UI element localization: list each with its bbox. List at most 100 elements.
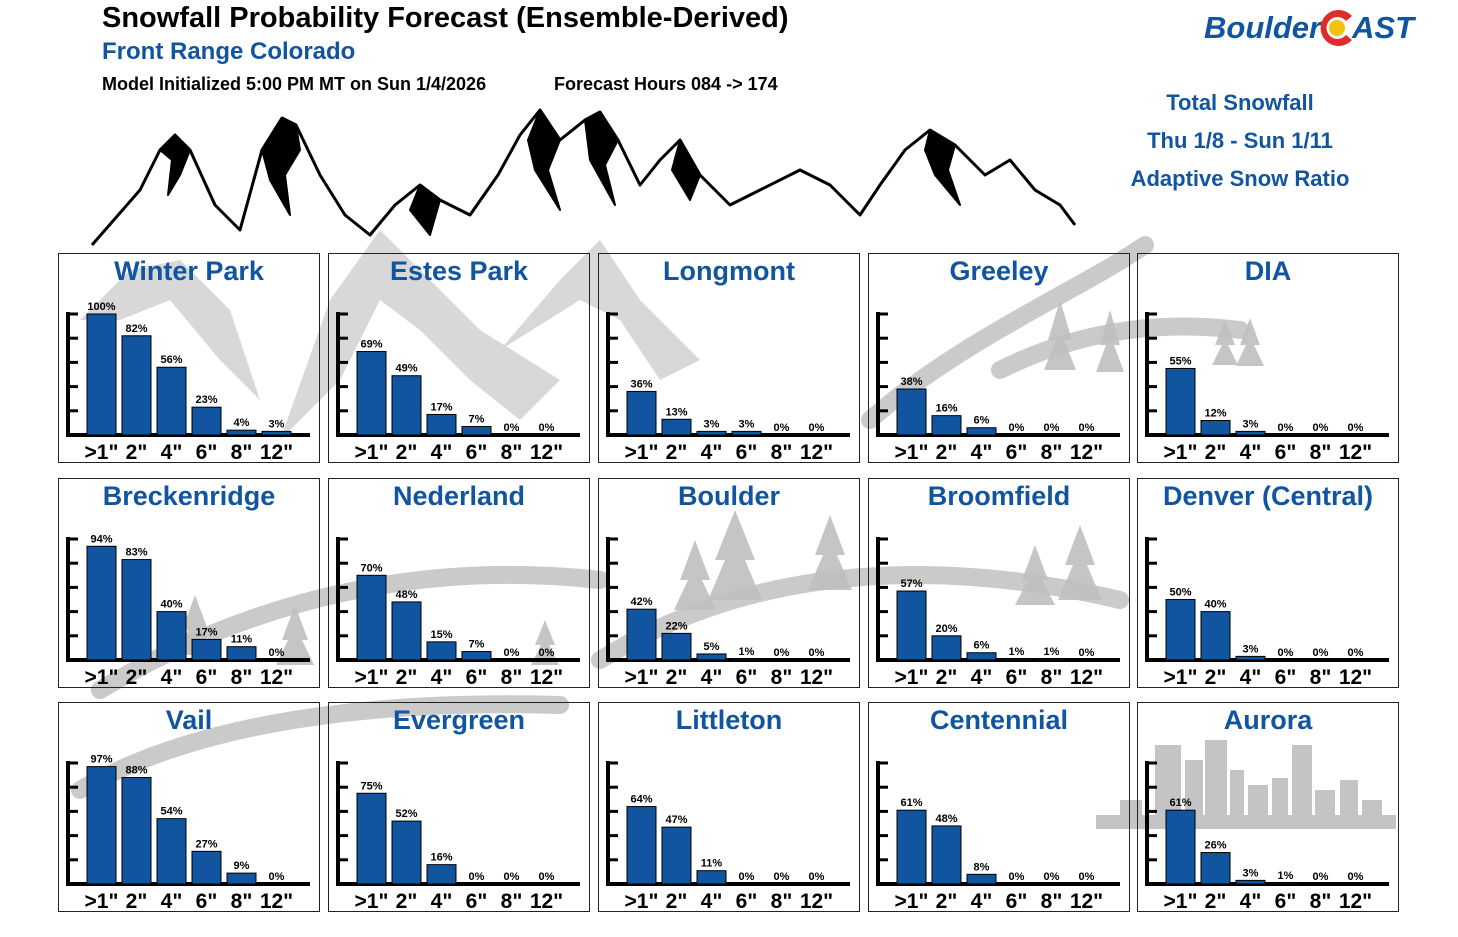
bar-chart-winter-park: 100% >1" 82% 2" 56% 4" 23% 6" 4% 8" 3% 12" <box>66 301 310 464</box>
x-tick-label: 4" <box>701 666 723 689</box>
bar-chart-longmont: 36% >1" 13% 2" 3% 4" 3% 6" 0% 8" 0% 12" <box>606 312 850 464</box>
bar-value-label: 17% <box>430 401 452 413</box>
bar-value-label: 42% <box>630 596 652 608</box>
x-tick-label: 6" <box>1275 890 1297 913</box>
x-tick-label: 2" <box>936 441 958 464</box>
bar-value-label: 22% <box>665 620 687 632</box>
x-tick-label: >1" <box>1164 666 1198 689</box>
bar-value-label: 7% <box>469 639 485 651</box>
forecast-panel-littleton: 64% >1" 47% 2" 11% 4" 0% 6" 0% 8" 0% 12" Littleton <box>598 702 860 913</box>
bar-value-label: 40% <box>160 599 182 611</box>
colorado-c-logo-icon <box>1320 10 1352 47</box>
forecast-panel-dia: 55% >1" 12% 2" 3% 4" 0% 6" 0% 8" 0% 12" DIA <box>1137 253 1399 464</box>
x-tick-label: 8" <box>231 441 253 464</box>
bar-value-label: 48% <box>935 813 957 825</box>
bar-value-label: 100% <box>87 301 115 313</box>
x-tick-label: 8" <box>501 441 523 464</box>
x-tick-label: >1" <box>355 890 389 913</box>
bar-value-label: 0% <box>1079 422 1095 434</box>
bar <box>1165 367 1196 436</box>
bar <box>1235 879 1266 885</box>
x-tick-label: 12" <box>1070 666 1103 689</box>
bar-value-label: 56% <box>160 354 182 366</box>
x-tick-label: 6" <box>736 890 758 913</box>
bar-value-label: 0% <box>469 871 485 883</box>
x-tick-label: 2" <box>936 666 958 689</box>
bar-value-label: 0% <box>504 871 520 883</box>
date-range-label: Thu 1/8 - Sun 1/11 <box>1147 128 1333 153</box>
bar-value-label: 0% <box>1313 647 1329 659</box>
bar-value-label: 1% <box>1044 646 1060 658</box>
x-tick-label: 8" <box>231 666 253 689</box>
bar-chart-estes-park: 69% >1" 49% 2" 17% 4" 7% 6" 0% 8" 0% 12" <box>336 312 580 464</box>
panel-title: Nederland <box>392 481 526 511</box>
forecast-panel-broomfield: 57% >1" 20% 2" 6% 4" 1% 6" 1% 8" 0% 12" Broomfield <box>868 478 1130 689</box>
x-tick-label: >1" <box>895 666 929 689</box>
bar <box>1200 611 1231 661</box>
x-tick-label: >1" <box>895 890 929 913</box>
x-tick-label: 4" <box>701 441 723 464</box>
bar <box>1235 430 1266 436</box>
bar-value-label: 0% <box>1044 871 1060 883</box>
bar-value-label: 20% <box>935 623 957 635</box>
x-tick-label: >1" <box>1164 441 1198 464</box>
bar <box>1001 658 1032 661</box>
x-tick-label: 12" <box>530 890 563 913</box>
bar <box>661 418 692 436</box>
x-tick-label: 2" <box>126 666 148 689</box>
bar-chart-broomfield: 57% >1" 20% 2" 6% 4" 1% 6" 1% 8" 0% 12" <box>876 537 1120 689</box>
bouldercast-logo: Boulder AST <box>1204 4 1424 54</box>
bar <box>121 559 152 661</box>
x-tick-label: 6" <box>196 890 218 913</box>
bar <box>626 806 657 885</box>
bar-value-label: 40% <box>1204 599 1226 611</box>
bar-value-label: 0% <box>1079 647 1095 659</box>
x-tick-label: 6" <box>466 666 488 689</box>
bar <box>731 658 762 661</box>
panel-title: Denver (Central) <box>1162 481 1374 511</box>
bar-value-label: 52% <box>395 808 417 820</box>
bar <box>931 415 962 436</box>
bar-value-label: 55% <box>1169 355 1191 367</box>
bar <box>86 766 117 885</box>
bar-value-label: 16% <box>935 403 957 415</box>
x-tick-label: 8" <box>1041 890 1063 913</box>
bar <box>226 646 257 661</box>
bar-value-label: 3% <box>1243 867 1259 879</box>
x-tick-label: 2" <box>936 890 958 913</box>
bar <box>356 574 387 661</box>
bar-chart-aurora: 61% >1" 26% 2" 3% 4" 1% 6" 0% 8" 0% 12" <box>1145 761 1389 913</box>
forecast-panel-vail: 97% >1" 88% 2" 54% 4" 27% 6" 9% 8" 0% 12" Vail <box>58 702 320 913</box>
x-tick-label: 6" <box>736 441 758 464</box>
bar-value-label: 0% <box>1313 422 1329 434</box>
bar <box>191 850 222 885</box>
bar <box>696 653 727 661</box>
gray-mountain-overlay <box>80 230 700 440</box>
x-tick-label: >1" <box>85 666 119 689</box>
bar <box>731 430 762 436</box>
bar-value-label: 0% <box>1348 871 1364 883</box>
forecast-panel-nederland: 70% >1" 48% 2" 15% 4" 7% 6" 0% 8" 0% 12" Nederland <box>328 478 590 689</box>
bar-value-label: 1% <box>1278 870 1294 882</box>
panel-title: Vail <box>165 705 213 735</box>
city-skyline-illustration <box>1096 740 1396 829</box>
bar-value-label: 0% <box>539 422 555 434</box>
bar <box>191 406 222 436</box>
x-tick-label: 2" <box>396 890 418 913</box>
x-tick-label: 8" <box>771 890 793 913</box>
forecast-panel-evergreen: 75% >1" 52% 2" 16% 4" 0% 6" 0% 8" 0% 12" Evergreen <box>328 702 590 913</box>
bar <box>121 777 152 885</box>
bar-value-label: 7% <box>469 414 485 426</box>
bar <box>356 792 387 885</box>
x-tick-label: 2" <box>666 890 688 913</box>
bar-value-label: 27% <box>195 838 217 850</box>
panel-title: Longmont <box>663 256 795 286</box>
bar <box>931 635 962 661</box>
page-title: Snowfall Probability Forecast (Ensemble-… <box>102 2 789 34</box>
bar <box>1200 419 1231 436</box>
bar <box>226 429 257 436</box>
bar-value-label: 97% <box>90 754 112 766</box>
x-tick-label: 4" <box>161 441 183 464</box>
bar-value-label: 0% <box>539 647 555 659</box>
x-tick-label: 4" <box>701 890 723 913</box>
